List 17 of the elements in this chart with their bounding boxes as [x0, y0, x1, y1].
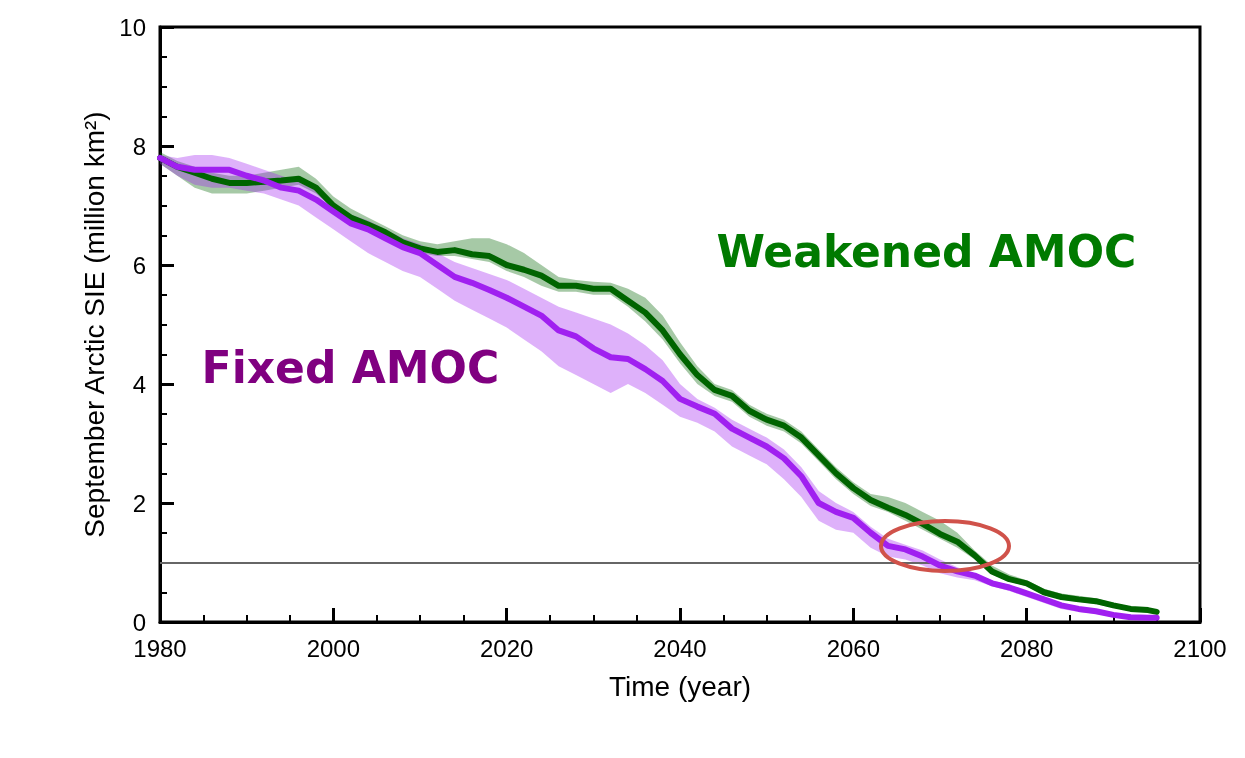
- x-tick-label: 2080: [999, 634, 1054, 662]
- x-tick-label: 2100: [1173, 634, 1227, 662]
- x-tick-label: 2000: [306, 634, 361, 662]
- x-tick-label: 1980: [133, 634, 187, 662]
- series-label: Weakened AMOC: [716, 225, 1137, 277]
- x-axis-title: Time (year): [608, 670, 752, 702]
- series-label: Fixed AMOC: [201, 341, 500, 393]
- x-tick-label: 2020: [479, 634, 534, 662]
- x-tick-label: 2060: [826, 634, 881, 662]
- y-tick-label: 4: [132, 370, 146, 398]
- x-tick-label: 2040: [653, 634, 707, 662]
- y-tick-label: 8: [132, 132, 146, 160]
- y-tick-label: 10: [119, 13, 146, 41]
- y-tick-label: 2: [132, 489, 146, 517]
- y-tick-label: 0: [132, 608, 146, 636]
- y-tick-label: 6: [132, 251, 146, 279]
- y-axis-title: September Arctic SIE (million km²): [78, 111, 110, 538]
